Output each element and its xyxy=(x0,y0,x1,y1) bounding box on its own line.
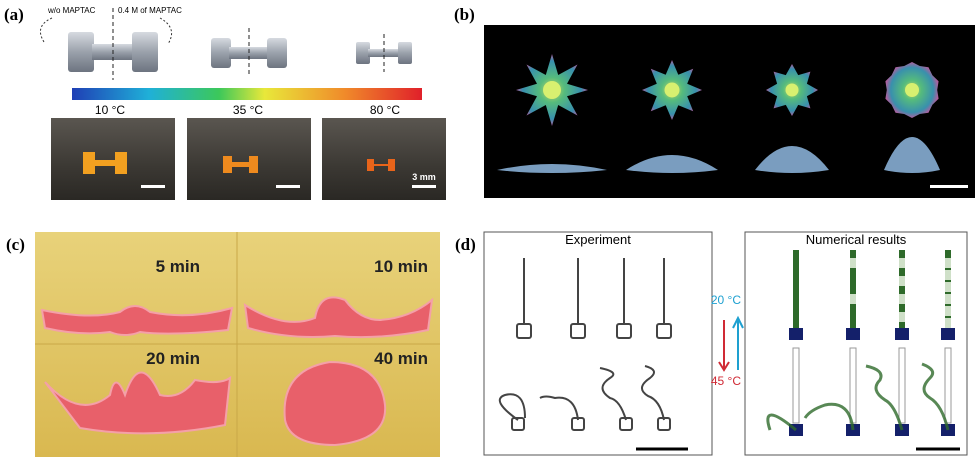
strip xyxy=(850,250,856,330)
base xyxy=(516,323,532,339)
curled-strip xyxy=(803,402,855,431)
base xyxy=(511,417,525,431)
temperature: 50 ºC xyxy=(773,25,810,42)
frame xyxy=(483,231,713,456)
title: Numerical results xyxy=(806,232,907,247)
base xyxy=(570,323,586,339)
base xyxy=(657,417,671,431)
panel-label: (b) xyxy=(454,5,475,24)
temperature: 55 ºC xyxy=(893,25,930,42)
base xyxy=(941,328,955,340)
flower-side xyxy=(884,137,940,173)
experiment-strips xyxy=(498,258,672,431)
flower-side xyxy=(626,155,718,173)
strip-outline xyxy=(792,347,800,424)
flower-center xyxy=(543,81,561,99)
strip xyxy=(793,250,799,330)
temp-label: 45 °C xyxy=(711,374,741,388)
gap xyxy=(850,294,856,304)
flower-side xyxy=(755,146,829,173)
gap xyxy=(899,312,905,322)
gap xyxy=(850,258,856,268)
panel-c: (c) 5 min 10 min 20 min 40 min xyxy=(6,232,440,457)
gap xyxy=(945,270,951,280)
photos xyxy=(51,118,446,200)
specimens xyxy=(40,296,434,447)
flower-center xyxy=(664,82,680,98)
gap xyxy=(945,258,951,268)
panel-label: (d) xyxy=(455,235,476,254)
flower-center xyxy=(905,83,919,97)
dumbbells xyxy=(68,8,412,80)
flowers xyxy=(497,54,940,173)
panel-label: (a) xyxy=(4,5,24,24)
base xyxy=(656,323,672,339)
panel-b: (b) 30 ºC 40 ºC 50 ºC 55 ºC xyxy=(454,5,975,198)
time: 5 min xyxy=(156,257,200,276)
colorbar-label: 35 °C xyxy=(233,103,263,117)
gap xyxy=(945,306,951,316)
colorbar-label: 80 °C xyxy=(370,103,400,117)
curled-strip xyxy=(865,364,904,431)
base xyxy=(616,323,632,339)
base xyxy=(895,328,909,340)
curled-strip xyxy=(539,395,579,421)
curled-strip xyxy=(766,413,797,432)
title: Experiment xyxy=(565,232,631,247)
strip-outline xyxy=(898,347,906,424)
gap xyxy=(945,318,951,328)
curled-strip xyxy=(498,393,526,421)
base xyxy=(846,328,860,340)
panel-a: (a) w/o MAPTAC 0.4 M of MAPTAC 10 °C 35 … xyxy=(4,5,446,200)
flower-side xyxy=(497,164,607,173)
note: 0.4 M of MAPTAC xyxy=(118,6,182,15)
colorbar-label: 10 °C xyxy=(95,103,125,117)
time: 40 min xyxy=(374,349,428,368)
temperature: 30 ºC xyxy=(533,25,570,42)
arrow xyxy=(39,17,53,43)
arrow xyxy=(159,17,173,45)
colorbar xyxy=(72,88,422,100)
time: 20 min xyxy=(146,349,200,368)
temp-label: 20 °C xyxy=(711,293,741,307)
gap xyxy=(899,276,905,286)
numerical-strips xyxy=(766,250,955,436)
base xyxy=(571,417,585,431)
scale-bar xyxy=(930,185,968,188)
temperature: 40 ºC xyxy=(653,25,690,42)
curled-strip xyxy=(599,367,627,421)
strip-outline xyxy=(944,347,952,424)
gap xyxy=(945,294,951,304)
arrow xyxy=(718,320,730,372)
base xyxy=(619,417,633,431)
panel-d: (d) Experiment Numerical results 20 °C 4… xyxy=(455,231,968,456)
panel-label: (c) xyxy=(6,235,25,254)
base xyxy=(789,328,803,340)
note: w/o MAPTAC xyxy=(47,6,96,15)
time: 10 min xyxy=(374,257,428,276)
gap xyxy=(945,282,951,292)
curled-strip xyxy=(641,365,665,421)
gap xyxy=(899,258,905,268)
flower-center xyxy=(785,83,799,97)
arrow xyxy=(732,315,744,370)
gap xyxy=(899,294,905,304)
curled-strip xyxy=(921,362,950,431)
scale-label: 3 mm xyxy=(412,172,436,182)
strip xyxy=(899,250,905,330)
